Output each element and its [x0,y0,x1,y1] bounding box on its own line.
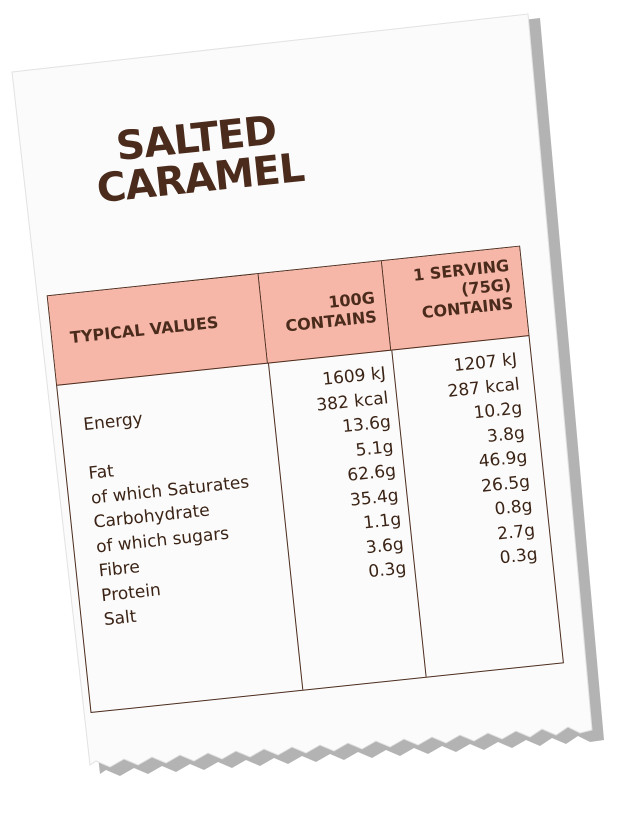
paper-surface [11,13,593,768]
header-per-100g: 100G CONTAINS [258,261,392,364]
header-typical-values: TYPICAL VALUES [47,274,268,386]
nutrition-table: TYPICAL VALUES 100G CONTAINS 1 SERVING (… [46,245,564,714]
nutrient-names: Energy Fat of which Saturates Carbohydra… [82,393,294,632]
header-per-serving: 1 SERVING (75G) CONTAINS [381,246,529,351]
per100-values: 1609 kJ 382 kcal 13.6g 5.1g 62.6g 35.4g … [269,361,407,592]
serving-values: 1207 kJ 287 kcal 10.2g 3.8g 46.9g 26.5g … [392,348,539,580]
header-typical-label: TYPICAL VALUES [69,312,220,348]
nutrition-label: SALTED CARAMEL TYPICAL VALUES 100G CONTA… [30,87,564,733]
